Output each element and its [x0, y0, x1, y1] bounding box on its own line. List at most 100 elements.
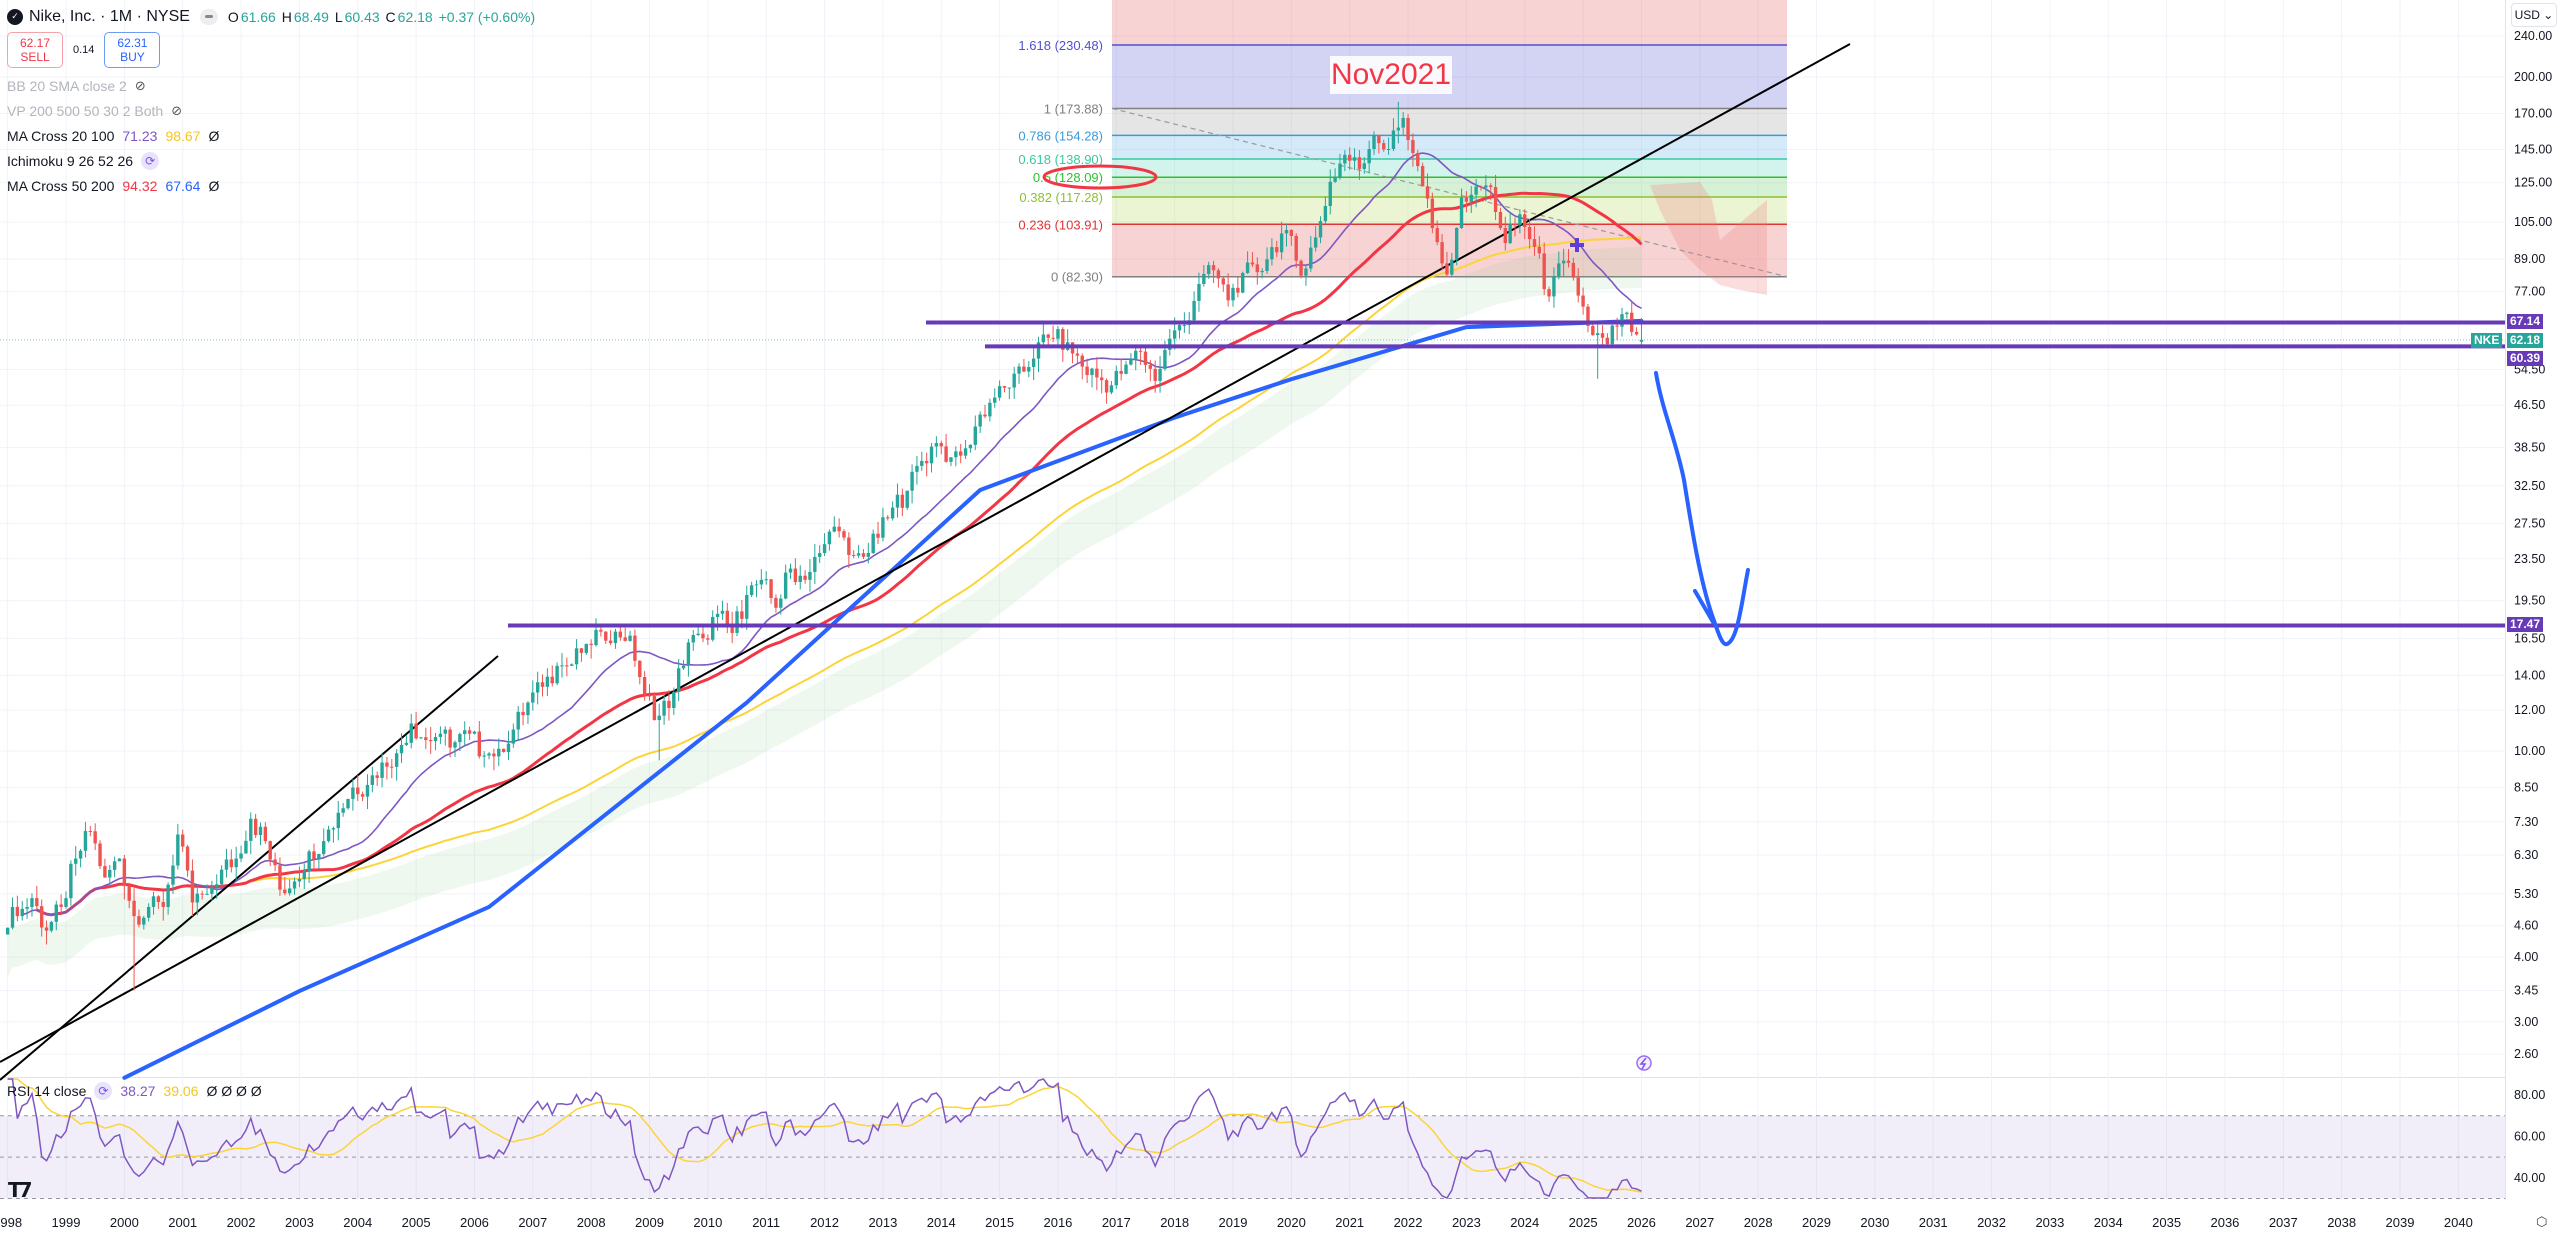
- candle-body: [672, 691, 676, 709]
- refresh-icon[interactable]: ⟳: [94, 1082, 113, 1100]
- candle-body: [1542, 253, 1546, 290]
- candle-body: [652, 696, 657, 721]
- candle-body: [1031, 358, 1036, 368]
- candle-body: [1241, 272, 1245, 293]
- candle-body: [1299, 260, 1303, 276]
- candle-body: [701, 633, 705, 639]
- refresh-icon[interactable]: ⟳: [141, 151, 160, 170]
- candle-body: [390, 766, 394, 768]
- candle-body: [1075, 353, 1080, 356]
- candle-body: [1357, 157, 1362, 169]
- candle-body: [1484, 185, 1488, 188]
- candle-body: [25, 906, 29, 909]
- candle-body: [1386, 149, 1391, 151]
- y-tick-label: 3.45: [2514, 983, 2538, 997]
- candle-body: [1420, 166, 1425, 187]
- candle-body: [273, 859, 277, 866]
- fib-zone: [1112, 0, 1787, 46]
- candle-body: [399, 744, 404, 754]
- candle-body: [1581, 295, 1585, 307]
- x-tick-label: 1998: [0, 1215, 22, 1230]
- candle-body: [740, 611, 744, 619]
- y-tick-label: 145.00: [2514, 142, 2552, 156]
- eye-hidden-icon[interactable]: ⊘: [134, 77, 146, 93]
- indicator-ma-cross-50-200[interactable]: MA Cross 50 200 94.32 67.64 Ø: [7, 177, 220, 194]
- y-tick-label: 23.50: [2514, 552, 2545, 566]
- candle-body: [1304, 268, 1308, 276]
- candle-body: [895, 494, 900, 508]
- candle-body: [190, 870, 195, 903]
- candle-body: [1168, 338, 1172, 350]
- collapse-legend-button[interactable]: [199, 8, 218, 25]
- candle-body: [779, 598, 783, 608]
- settings-gear-icon[interactable]: ⬡: [2536, 1214, 2548, 1229]
- candle-body: [463, 730, 467, 735]
- candle-body: [579, 648, 584, 653]
- symbol-title[interactable]: Nike, Inc. · 1M · NYSE: [29, 7, 190, 25]
- indicator-bb[interactable]: BB 20 SMA close 2 ⊘: [7, 77, 146, 94]
- indicator-vp[interactable]: VP 200 500 50 30 2 Both ⊘: [7, 102, 183, 119]
- candle-body: [39, 906, 44, 928]
- candle-body: [365, 784, 370, 797]
- candle-body: [720, 610, 725, 614]
- candle-body: [545, 676, 550, 687]
- buy-button[interactable]: 62.31 BUY: [104, 32, 161, 68]
- candle-body: [181, 834, 185, 847]
- candle-body: [1498, 211, 1503, 229]
- candle-body: [1255, 264, 1260, 273]
- rsi-tick-label: 40.00: [2514, 1171, 2545, 1185]
- candle-body: [210, 886, 214, 894]
- candle-body: [1012, 373, 1016, 388]
- candle-body: [1124, 364, 1128, 374]
- x-tick-label: 2023: [1452, 1215, 1481, 1230]
- candle-body: [1245, 262, 1250, 273]
- candle-body: [1022, 366, 1026, 372]
- fib-zone: [1112, 108, 1787, 136]
- rsi-legend[interactable]: RSI 14 close ⟳ 38.27 39.06 Ø Ø Ø Ø: [7, 1082, 262, 1100]
- eye-hidden-icon[interactable]: ⊘: [171, 102, 183, 118]
- candle-body: [419, 737, 423, 739]
- candle-body: [229, 859, 234, 868]
- fib-zone: [1112, 135, 1787, 159]
- candle-body: [968, 444, 973, 449]
- candle-body: [1348, 154, 1352, 161]
- x-tick-label: 2021: [1335, 1215, 1364, 1230]
- candle-body: [798, 575, 802, 583]
- candle-body: [822, 544, 827, 554]
- y-tick-label: 170.00: [2514, 107, 2552, 121]
- candle-body: [249, 818, 253, 841]
- x-tick-label: 2010: [693, 1215, 722, 1230]
- x-tick-label: 2011: [752, 1215, 780, 1230]
- candle-body: [1459, 197, 1464, 228]
- candle-body: [1513, 223, 1517, 226]
- candle-body: [1192, 300, 1196, 321]
- candle-body: [1294, 235, 1298, 261]
- lightning-icon: [1639, 1057, 1647, 1070]
- candle-body: [574, 648, 579, 665]
- price-axis-border: [2505, 0, 2506, 1200]
- candle-body: [691, 634, 695, 643]
- candle-body: [1265, 259, 1269, 271]
- candle-body: [832, 526, 836, 532]
- currency-select[interactable]: USD ⌄: [2511, 3, 2557, 27]
- candle-body: [1527, 227, 1532, 240]
- candle-body: [618, 631, 623, 638]
- candle-body: [1289, 230, 1294, 236]
- y-tick-label: 105.00: [2514, 215, 2552, 229]
- candle-body: [88, 830, 93, 832]
- candle-body: [647, 695, 652, 697]
- tradingview-logo[interactable]: T7: [8, 1178, 33, 1202]
- candle-body: [1119, 371, 1123, 374]
- candle-body: [1182, 325, 1187, 327]
- annotation-nov2021[interactable]: Nov2021: [1330, 56, 1452, 94]
- y-tick-label: 12.00: [2514, 703, 2545, 717]
- indicator-ma-cross-20-100[interactable]: MA Cross 20 100 71.23 98.67 Ø: [7, 127, 220, 144]
- candle-body: [317, 854, 321, 860]
- indicator-ichimoku[interactable]: Ichimoku 9 26 52 26 ⟳: [7, 148, 537, 173]
- candle-body: [1109, 385, 1114, 393]
- sell-button[interactable]: 62.17 SELL: [7, 32, 63, 68]
- candle-body: [356, 787, 360, 795]
- candle-body: [628, 635, 632, 641]
- candle-body: [1148, 364, 1153, 369]
